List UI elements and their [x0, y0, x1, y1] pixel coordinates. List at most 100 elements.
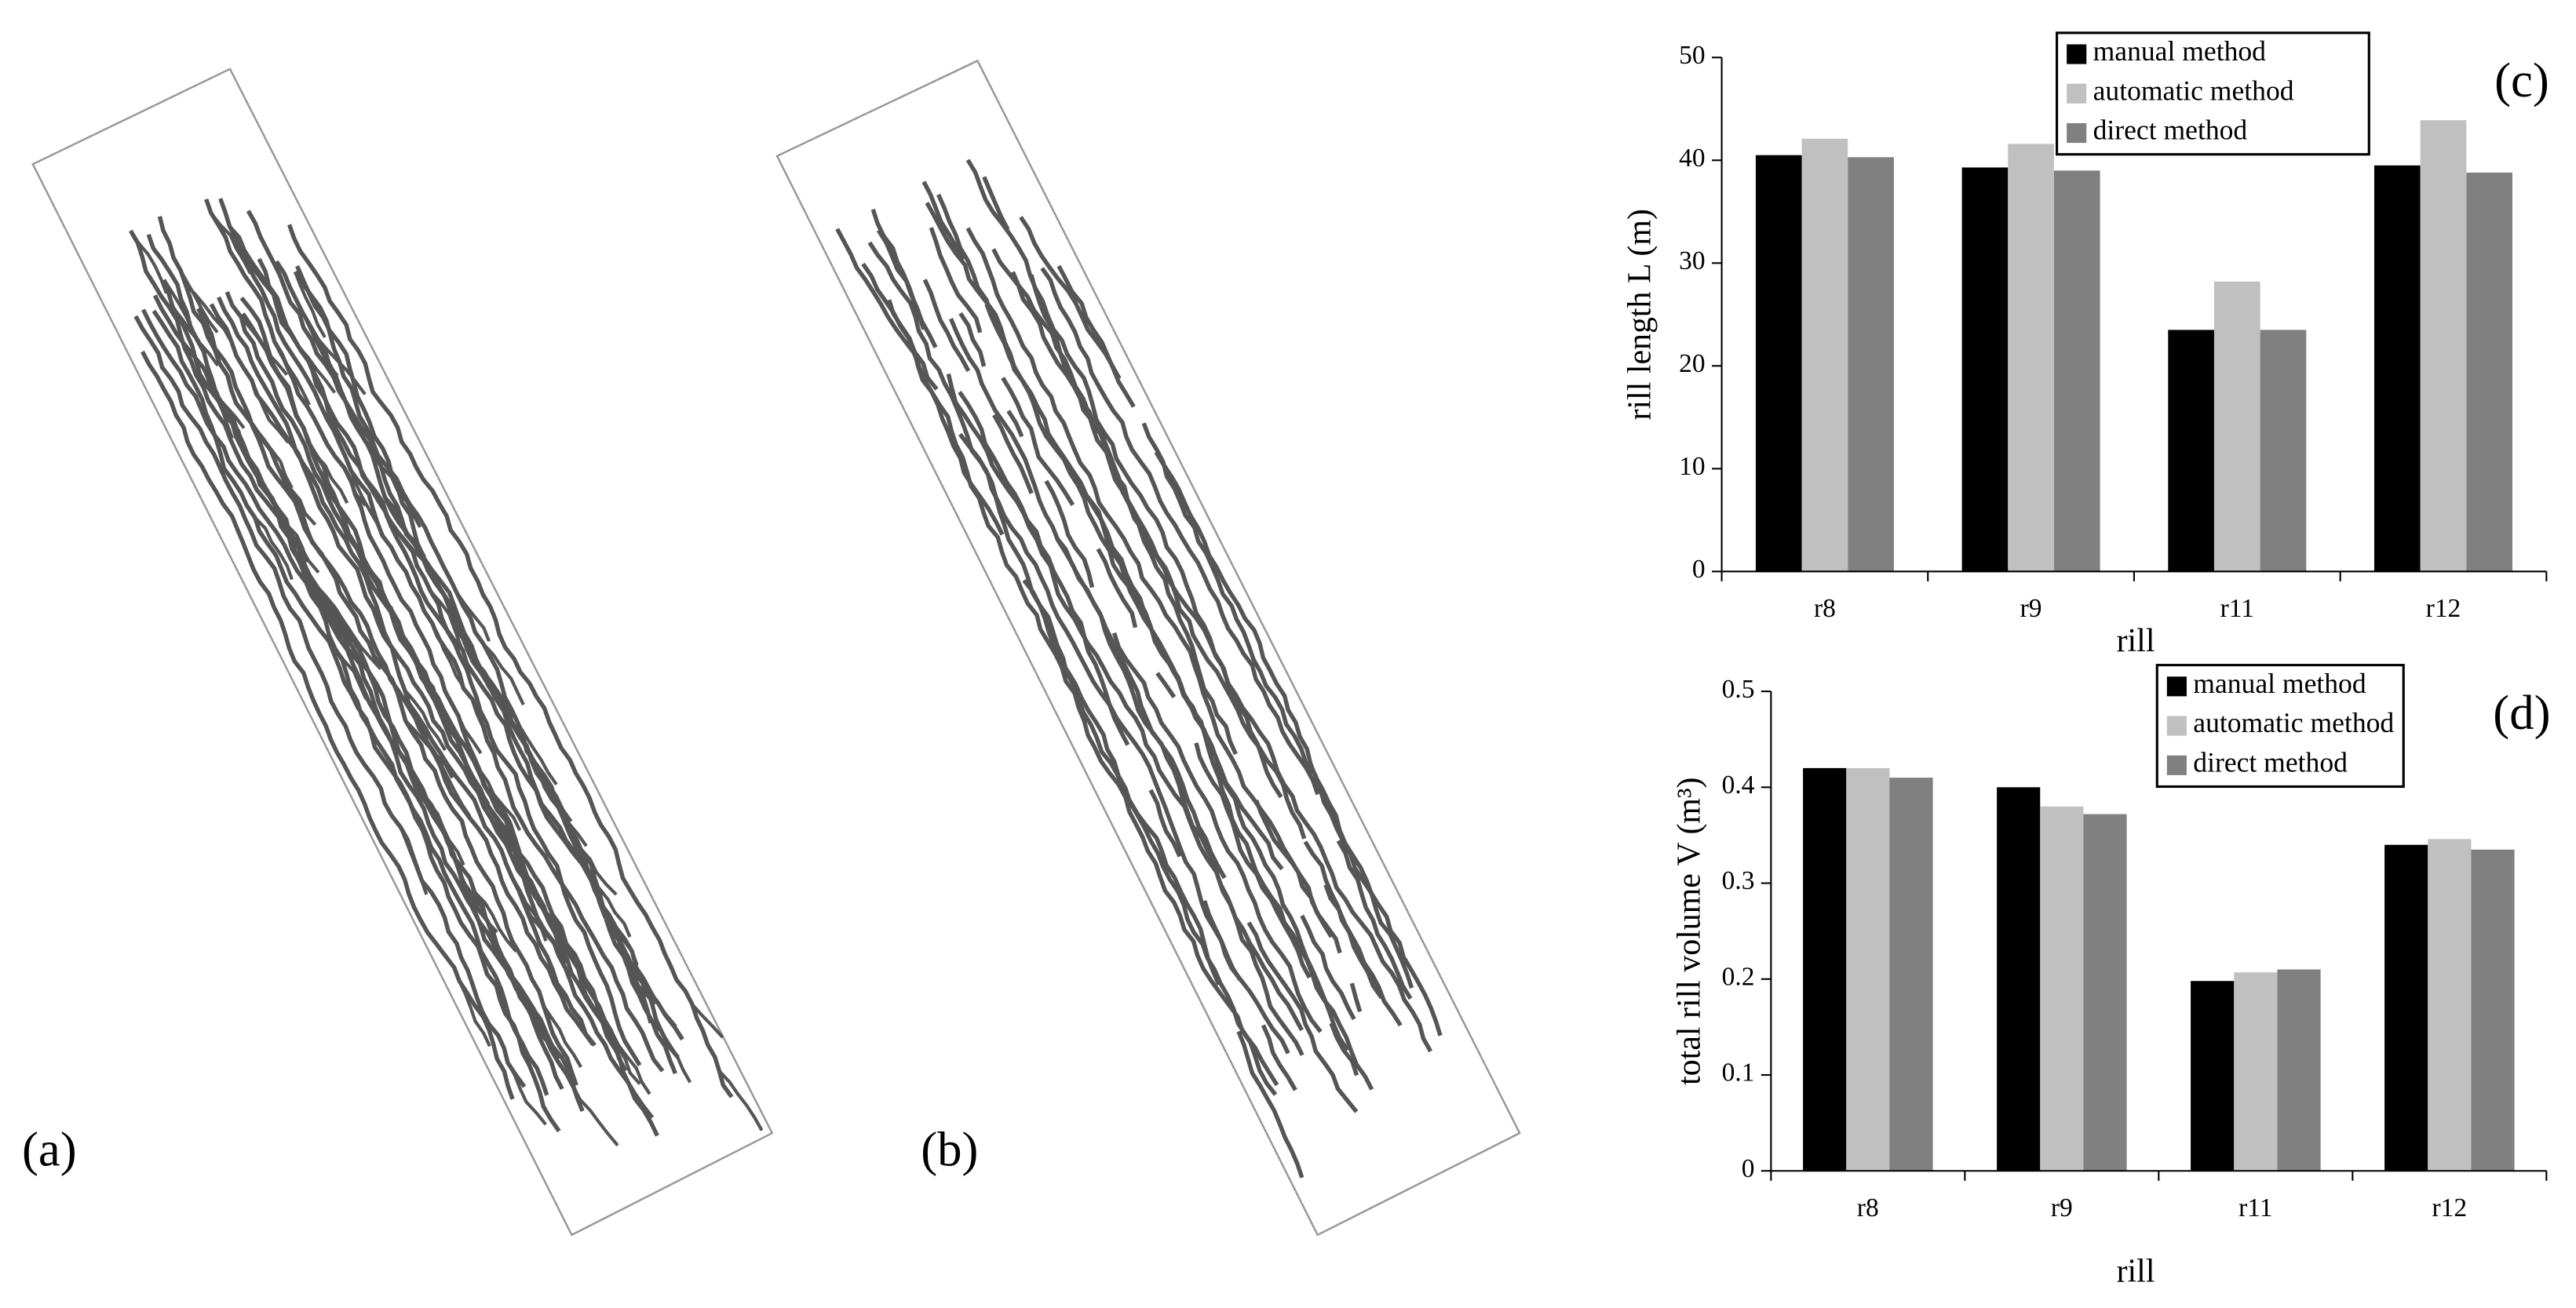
rill — [209, 303, 597, 1047]
bar — [1889, 778, 1933, 1171]
chart-label: (c) — [2494, 53, 2549, 107]
y-tick-label: 40 — [1679, 144, 1705, 173]
rill — [146, 233, 564, 1091]
bar — [1755, 155, 1802, 572]
rill — [204, 198, 655, 1120]
rill — [936, 193, 1037, 406]
rill — [1246, 921, 1359, 1113]
y-axis-label: total rill volume V (m³) — [1672, 778, 1708, 1085]
x-tick-label: r11 — [2238, 1193, 2272, 1222]
rill-branch — [404, 719, 454, 779]
rill — [948, 318, 1227, 880]
bar — [2466, 172, 2512, 572]
legend-swatch — [2067, 83, 2087, 104]
rill-maps — [129, 158, 1443, 1179]
rill — [1154, 450, 1414, 989]
rill — [992, 414, 1034, 494]
bar — [2008, 144, 2054, 572]
rill-branch — [542, 1004, 582, 1069]
rill — [867, 241, 1242, 982]
panel-b-frame — [775, 59, 1521, 1237]
bar — [2373, 165, 2421, 572]
rill-branch — [254, 516, 294, 581]
legend-label: automatic method — [2193, 707, 2394, 738]
rill — [1019, 216, 1122, 380]
bar — [1803, 767, 1847, 1171]
rill — [982, 176, 1010, 231]
rill — [1148, 789, 1182, 858]
y-tick-label: 0 — [1742, 1154, 1755, 1183]
rill — [958, 312, 987, 367]
rill — [1022, 578, 1221, 986]
bar — [2040, 806, 2084, 1171]
rill — [965, 227, 1334, 938]
bar — [1848, 157, 1894, 572]
rill — [1349, 982, 1363, 1013]
rill — [295, 264, 677, 1075]
rill-branch — [403, 688, 447, 752]
rill — [1254, 800, 1342, 954]
bar — [1846, 767, 1890, 1171]
rill — [1029, 274, 1283, 799]
x-tick-label: r8 — [1814, 594, 1836, 623]
x-tick-label: r12 — [2426, 594, 2461, 623]
rill-branch — [717, 1069, 764, 1131]
rill-branch — [228, 224, 271, 288]
rill-branch — [478, 768, 522, 832]
rill-branch — [610, 1031, 651, 1095]
x-tick-label: r12 — [2432, 1193, 2468, 1222]
rill — [1096, 548, 1138, 628]
chart: 0 10 20 30 40 50 r8 r9 r11 r12 rill length L (m) ri… — [1622, 31, 2549, 659]
panel-label: (a) — [22, 1122, 77, 1177]
legend-swatch — [2166, 716, 2187, 736]
rill — [1044, 479, 1095, 588]
y-tick-label: 30 — [1679, 246, 1705, 275]
rill — [921, 180, 966, 261]
rill-branch — [651, 1019, 692, 1084]
panel-a-frame — [31, 67, 774, 1237]
rill — [1194, 742, 1312, 979]
rill — [151, 309, 549, 1096]
rill — [1056, 449, 1350, 1051]
legend-box — [2155, 664, 2405, 789]
x-tick-label: r9 — [2020, 594, 2042, 623]
rill — [217, 296, 617, 1050]
y-axis-label: rill length L (m) — [1622, 209, 1658, 420]
rill — [1006, 410, 1024, 438]
bar — [2277, 969, 2321, 1171]
rill-branch — [571, 1086, 619, 1147]
bar — [2234, 972, 2278, 1171]
bar — [2428, 839, 2472, 1171]
rill — [1336, 840, 1413, 1000]
y-tick-label: 0.4 — [1722, 771, 1755, 800]
bar — [2191, 981, 2235, 1171]
rill — [1236, 1030, 1304, 1179]
rill — [1261, 1024, 1297, 1091]
y-tick-label: 0 — [1692, 555, 1706, 584]
rill — [922, 279, 971, 373]
legend-label: manual method — [2093, 35, 2267, 67]
rill-branch — [304, 573, 353, 633]
bar — [2083, 814, 2127, 1171]
legend-box — [2056, 31, 2370, 156]
rill — [196, 307, 595, 1046]
rill-branch — [569, 835, 618, 896]
bar — [1961, 167, 2009, 572]
legend-swatch — [2067, 122, 2087, 144]
rill — [293, 270, 649, 997]
rill — [1111, 632, 1323, 1033]
y-tick-label: 0.3 — [1722, 866, 1755, 895]
rill — [1329, 1022, 1359, 1077]
legend-swatch — [2166, 755, 2187, 775]
rill — [140, 350, 515, 1100]
legend-swatch — [2166, 676, 2187, 697]
y-tick-label: 0.2 — [1722, 962, 1755, 991]
rill — [1300, 914, 1356, 1021]
rill — [1056, 264, 1136, 408]
rill — [257, 257, 642, 1067]
legend-label: manual method — [2193, 668, 2366, 699]
rill — [1202, 900, 1290, 1055]
bar — [2260, 330, 2307, 572]
legend-label: automatic method — [2093, 75, 2294, 106]
